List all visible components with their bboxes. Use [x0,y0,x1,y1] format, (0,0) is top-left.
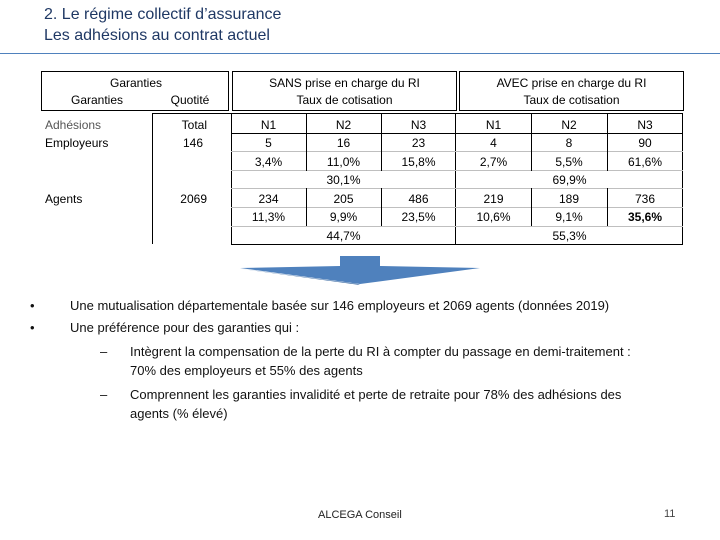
avec-sep-1b [531,188,532,226]
emp-pct-sans-n1: 3,4% [254,155,283,169]
bullet-1: Une mutualisation départementale basée s… [70,298,610,313]
label-adhesions: Adhésions [45,118,102,132]
ag-pct-sans-n2: 9,9% [329,210,358,224]
bullet-2: Une préférence pour des garanties qui : [70,320,300,335]
sans-sep-1b [306,188,307,226]
header-avec-sub: Taux de cotisation [523,93,620,107]
avec-sep-2b [607,188,608,226]
avec-sep-1 [531,113,532,171]
emp-counts-line [231,151,683,152]
sub-bullet-2-line-2: agents (% élevé) [130,406,228,421]
header-garanties-top: Garanties [109,76,163,90]
left-col-line-3 [455,113,456,244]
level-n3-avec: N3 [637,118,653,132]
ag-group-avec: 55,3% [552,229,587,243]
agents-total: 2069 [180,192,207,206]
ag-pct-sans-n3: 23,5% [401,210,436,224]
emp-count-avec-n2: 8 [565,136,573,150]
emp-count-sans-n3: 23 [411,136,426,150]
label-employeurs: Employeurs [45,136,109,150]
title-line-2: Les adhésions au contrat actuel [44,27,270,44]
level-n1-sans: N1 [260,118,277,132]
ag-count-sans-n3: 486 [408,192,429,206]
header-sans-title: SANS prise en charge du RI [269,76,420,90]
slide-title: 2. Le régime collectif d’assurance Les a… [44,4,281,46]
title-line-1: 2. Le régime collectif d’assurance [44,6,282,23]
level-n2-avec: N2 [561,118,577,132]
label-agents: Agents [45,192,83,206]
header-sans-box [232,71,457,111]
bullet-symbol-1: • [30,298,35,313]
header-garanties-box [41,71,229,111]
header-garanties-sub: Garanties [70,93,124,107]
emp-pct-sans-n2: 11,0% [326,155,361,169]
ag-group-sans: 44,7% [326,229,361,243]
emp-count-sans-n1: 5 [265,136,272,150]
sans-sep-1 [306,113,307,171]
header-sans-sub: Taux de cotisation [296,93,393,107]
page-number: 11 [664,508,676,520]
level-n3-sans: N3 [410,118,427,132]
levels-top-line [152,113,683,114]
dash-symbol-2: – [100,387,108,402]
levels-bottom-line [231,133,683,134]
level-n1-avec: N1 [485,118,502,132]
emp-count-avec-n1: 4 [490,136,497,150]
dash-symbol-1: – [100,344,108,359]
left-col-line-4 [682,113,683,244]
ag-pct-line [231,226,683,227]
sub-bullet-2-line-1: Comprennent les garanties invalidité et … [130,387,622,402]
header-avec-box [459,71,684,111]
ag-pct-avec-n1: 10,6% [476,210,511,224]
emp-pct-avec-n1: 2,7% [479,155,508,169]
emp-count-sans-n2: 16 [336,136,351,150]
header-avec-title: AVEC prise en charge du RI [496,76,647,90]
level-n2-sans: N2 [335,118,352,132]
employeurs-total: 146 [182,136,203,150]
emp-pct-avec-n2: 5,5% [555,155,583,169]
left-col-line-1 [152,113,153,244]
ag-count-avec-n3: 736 [634,192,656,206]
ag-pct-sans-n1: 11,3% [251,210,286,224]
sans-sep-2b [381,188,382,226]
emp-group-line [231,188,683,189]
footer-text: ALCEGA Conseil [318,509,402,521]
ag-counts-line [231,207,683,208]
emp-group-sans: 30,1% [326,173,361,187]
title-rule [0,53,720,54]
emp-pct-line [231,170,683,171]
ag-count-avec-n1: 219 [483,192,504,206]
emp-group-avec: 69,9% [552,173,587,187]
ag-count-sans-n1: 234 [258,192,279,206]
bullet-symbol-2: • [30,320,35,335]
emp-pct-sans-n3: 15,8% [401,155,436,169]
adhesions-table: Garanties Garanties Quotité SANS prise e… [0,0,720,260]
sub-bullet-1-line-1: Intègrent la compensation de la perte du… [130,344,631,359]
ag-count-avec-n2: 189 [558,192,580,206]
ag-pct-avec-n2: 9,1% [555,210,583,224]
table-bottom-line [231,244,683,245]
down-arrow-icon [240,256,480,285]
label-total: Total [181,118,207,132]
ag-count-sans-n2: 205 [333,192,354,206]
emp-count-avec-n3: 90 [638,136,652,150]
ag-pct-avec-n3: 35,6% [627,210,663,224]
sub-bullet-1-line-2: 70% des employeurs et 55% des agents [130,363,363,378]
sans-sep-2 [381,113,382,171]
left-col-line-2 [231,113,232,244]
avec-sep-2 [607,113,608,171]
emp-pct-avec-n3: 61,6% [627,155,663,169]
header-quotite: Quotité [170,93,210,107]
